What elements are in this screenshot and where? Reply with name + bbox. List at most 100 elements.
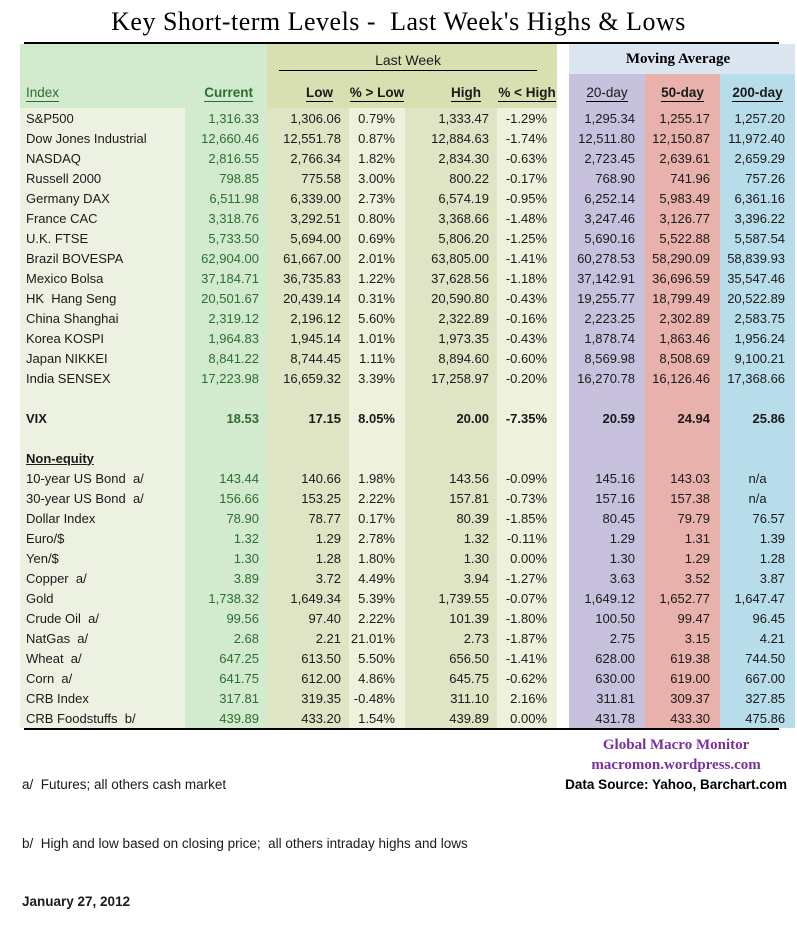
cell: 18,799.49 — [645, 288, 721, 308]
cell: 613.50 — [267, 648, 349, 668]
cell: 2,302.89 — [645, 308, 721, 328]
table-row: Euro/$ 1.32 1.29 2.78% 1.32 -0.11% 1.29 1.31 1.3… — [20, 528, 796, 548]
cell: 157.81 — [405, 488, 497, 508]
row-label: Russell 2000 — [20, 168, 185, 188]
gutter-cell — [557, 628, 570, 648]
col-header-index: Index — [20, 74, 185, 108]
cell: 5,522.88 — [645, 228, 721, 248]
cell: 5.60% — [349, 308, 405, 328]
row-label: Crude Oil a/ — [20, 608, 185, 628]
spacer-cell — [569, 388, 646, 408]
cell: 3.00% — [349, 168, 405, 188]
cell: 2,322.89 — [405, 308, 497, 328]
cell: 6,252.14 — [569, 188, 646, 208]
cell: -1.29% — [497, 108, 558, 128]
cell: 2,583.75 — [720, 308, 796, 328]
row-label: India SENSEX — [20, 368, 185, 388]
row-label: Corn a/ — [20, 668, 185, 688]
cell: 1.22% — [349, 268, 405, 288]
cell: 1.54% — [349, 708, 405, 728]
table-row: 10-year US Bond a/143.44 140.66 1.98% 143.5… — [20, 468, 796, 488]
gutter-cell — [557, 568, 570, 588]
cell: 641.75 — [185, 668, 267, 688]
cell: 2.01% — [349, 248, 405, 268]
cell: -1.41% — [497, 248, 558, 268]
cell: 1,964.83 — [185, 328, 267, 348]
cell: -1.85% — [497, 508, 558, 528]
cell: 9,100.21 — [720, 348, 796, 368]
table-row: Dollar Index 78.90 78.77 0.17% 80.39 -1.85% 80… — [20, 508, 796, 528]
cell: 12,511.80 — [569, 128, 646, 148]
cell: -0.11% — [497, 528, 558, 548]
spacer-cell — [569, 428, 646, 448]
cell: 20.00 — [405, 408, 497, 428]
footnotes: a/ Futures; all others cash market b/ Hi… — [22, 736, 468, 951]
col-header-50-day: 50-day — [645, 74, 721, 108]
group-last-week-label: Last Week — [279, 47, 538, 71]
table-row: France CAC 3,318.76 3,292.51 0.80% 3,368.66-… — [20, 208, 796, 228]
cell: 12,884.63 — [405, 128, 497, 148]
cell: -0.48% — [349, 688, 405, 708]
cell: -0.43% — [497, 328, 558, 348]
gutter-cell — [557, 668, 570, 688]
cell: 1.29 — [569, 528, 646, 548]
cell: 3.63 — [569, 568, 646, 588]
cell: 311.10 — [405, 688, 497, 708]
row-label: Japan NIKKEI — [20, 348, 185, 368]
gutter-cell — [557, 608, 570, 628]
cell: 1.98% — [349, 468, 405, 488]
brand-url: macromon.wordpress.com — [591, 756, 761, 773]
cell: -1.27% — [497, 568, 558, 588]
cell: 2.16% — [497, 688, 558, 708]
row-label: Copper a/ — [20, 568, 185, 588]
gutter-cell — [557, 408, 570, 428]
cell: 433.30 — [645, 708, 721, 728]
cell: 2,639.61 — [645, 148, 721, 168]
cell: 145.16 — [569, 468, 646, 488]
cell: -0.62% — [497, 668, 558, 688]
cell: 140.66 — [267, 468, 349, 488]
cell: 2.68 — [185, 628, 267, 648]
gutter-cell — [557, 168, 570, 188]
cell: 18.53 — [185, 408, 267, 428]
cell: -0.16% — [497, 308, 558, 328]
spacer-cell — [497, 388, 558, 408]
cell: 0.80% — [349, 208, 405, 228]
cell: 36,735.83 — [267, 268, 349, 288]
cell — [720, 448, 796, 468]
gutter-cell — [557, 648, 570, 668]
cell: 0.79% — [349, 108, 405, 128]
cell: -0.20% — [497, 368, 558, 388]
cell: -0.60% — [497, 348, 558, 368]
cell: 11,972.40 — [720, 128, 796, 148]
cell: 1,255.17 — [645, 108, 721, 128]
cell: 35,547.46 — [720, 268, 796, 288]
cell: 76.57 — [720, 508, 796, 528]
cell: 3,368.66 — [405, 208, 497, 228]
cell: 2,766.34 — [267, 148, 349, 168]
cell: 757.26 — [720, 168, 796, 188]
cell: -7.35% — [497, 408, 558, 428]
table-row: Germany DAX 6,511.98 6,339.00 2.73% 6,574.19… — [20, 188, 796, 208]
footnote-a: a/ Futures; all others cash market — [22, 777, 227, 792]
cell: 17,368.66 — [720, 368, 796, 388]
spacer-cell — [720, 428, 796, 448]
col-header-high: High — [405, 74, 497, 108]
cell: 8,508.69 — [645, 348, 721, 368]
cell: 20,501.67 — [185, 288, 267, 308]
cell: 6,339.00 — [267, 188, 349, 208]
cell: 8,841.22 — [185, 348, 267, 368]
cell: 6,361.16 — [720, 188, 796, 208]
cell: 2,319.12 — [185, 308, 267, 328]
cell: 12,660.46 — [185, 128, 267, 148]
table-row: NASDAQ 2,816.55 2,766.34 1.82% 2,834.30 -0.63… — [20, 148, 796, 168]
cell: 78.90 — [185, 508, 267, 528]
cell: 97.40 — [267, 608, 349, 628]
gutter-cell — [557, 308, 570, 328]
cell: 79.79 — [645, 508, 721, 528]
cell: 143.56 — [405, 468, 497, 488]
group-blank — [20, 44, 267, 74]
gutter-cell — [557, 228, 570, 248]
cell: 5,587.54 — [720, 228, 796, 248]
row-label: France CAC — [20, 208, 185, 228]
